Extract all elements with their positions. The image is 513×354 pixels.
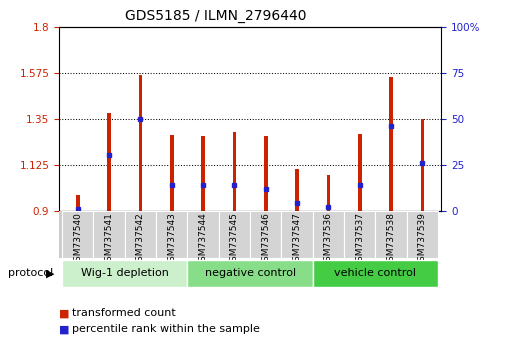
Bar (389, 77, 393, 211)
Bar (187, 260, 313, 287)
Bar (125, 211, 156, 258)
Bar (313, 260, 438, 287)
Bar (76, 195, 80, 211)
Text: GSM737539: GSM737539 (418, 212, 427, 267)
Bar (201, 136, 205, 211)
Text: Wig-1 depletion: Wig-1 depletion (81, 268, 169, 278)
Text: negative control: negative control (205, 268, 295, 278)
Bar (93, 211, 125, 258)
Text: ■: ■ (59, 324, 69, 334)
Bar (170, 135, 173, 211)
Text: percentile rank within the sample: percentile rank within the sample (72, 324, 260, 334)
Bar (187, 211, 219, 258)
Text: GSM737538: GSM737538 (387, 212, 396, 267)
Text: GSM737537: GSM737537 (355, 212, 364, 267)
Text: GDS5185 / ILMN_2796440: GDS5185 / ILMN_2796440 (125, 9, 306, 23)
Text: GSM737547: GSM737547 (292, 212, 302, 267)
Bar (282, 211, 313, 258)
Bar (139, 75, 142, 211)
Bar (107, 114, 111, 211)
Text: GSM737542: GSM737542 (136, 212, 145, 267)
Text: protocol: protocol (8, 268, 53, 278)
Bar (407, 211, 438, 258)
Text: GSM737544: GSM737544 (199, 212, 208, 267)
Text: GSM737546: GSM737546 (261, 212, 270, 267)
Text: GSM737545: GSM737545 (230, 212, 239, 267)
Bar (421, 119, 424, 211)
Text: GSM737540: GSM737540 (73, 212, 82, 267)
Bar (313, 211, 344, 258)
Bar (264, 136, 268, 211)
Text: ▶: ▶ (46, 268, 54, 278)
Bar (358, 134, 362, 211)
Text: GSM737543: GSM737543 (167, 212, 176, 267)
Bar (219, 211, 250, 258)
Bar (62, 260, 187, 287)
Bar (232, 132, 236, 211)
Text: GSM737536: GSM737536 (324, 212, 333, 267)
Text: GSM737541: GSM737541 (105, 212, 113, 267)
Text: transformed count: transformed count (72, 308, 175, 318)
Bar (62, 211, 93, 258)
Bar (156, 211, 187, 258)
Text: vehicle control: vehicle control (334, 268, 417, 278)
Bar (376, 211, 407, 258)
Text: ■: ■ (59, 308, 69, 318)
Bar (250, 211, 282, 258)
Bar (295, 169, 299, 211)
Bar (344, 211, 376, 258)
Bar (326, 175, 330, 211)
